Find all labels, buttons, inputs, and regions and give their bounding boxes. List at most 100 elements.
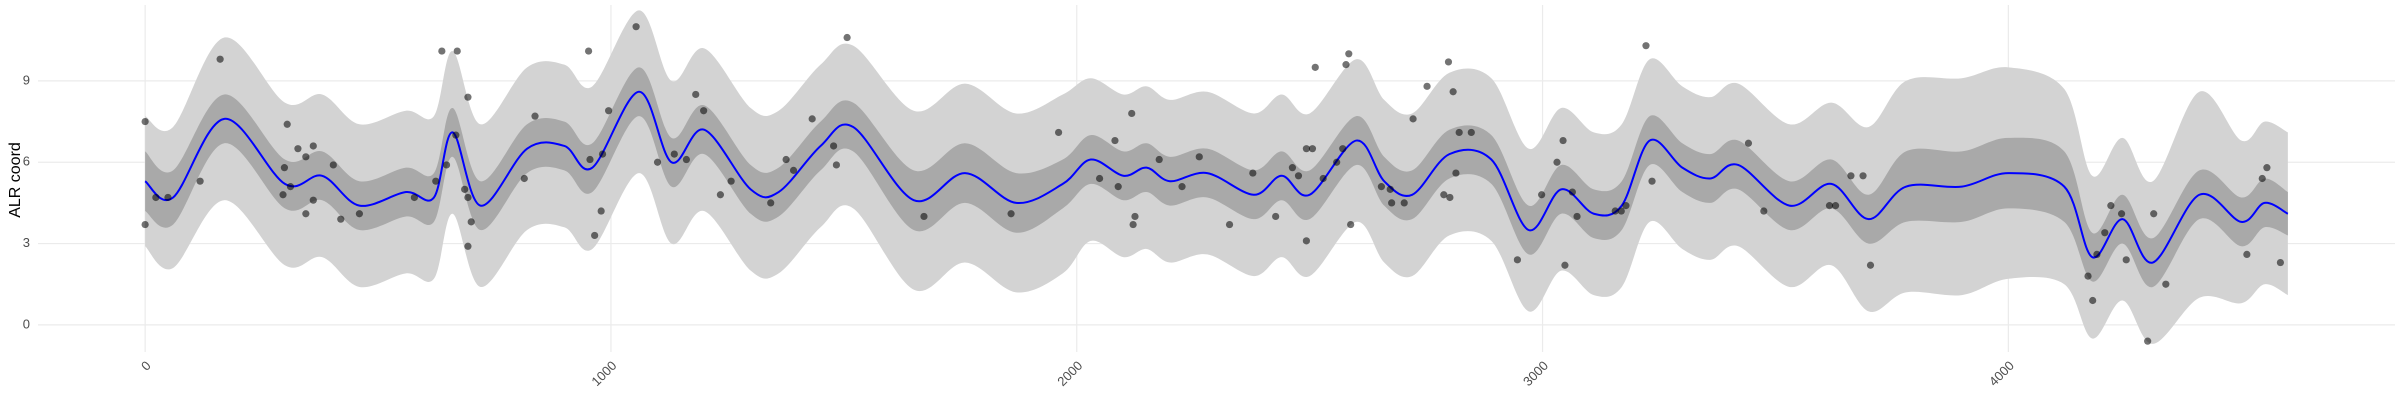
data-point [1866,261,1875,269]
x-tick-label: 4000 [1986,358,2017,389]
data-point [531,112,539,120]
data-point [164,193,172,202]
data-point [1423,82,1431,90]
data-point [432,177,440,185]
data-point [1308,145,1317,153]
data-point [782,155,790,164]
data-point [1449,88,1457,96]
data-point [337,215,345,223]
data-point [1446,193,1454,202]
data-point [1553,158,1561,166]
data-point [586,155,594,164]
data-point [1409,115,1417,123]
data-point [309,196,317,204]
data-point [767,199,775,207]
data-point [2093,250,2101,259]
data-point [1455,128,1463,137]
data-point [1377,183,1385,191]
data-point [682,155,691,164]
data-point [692,90,700,99]
data-point [1294,172,1303,180]
data-point [1339,145,1347,153]
data-point [141,117,149,126]
data-point [1114,183,1122,191]
data-point [520,174,528,183]
data-point [1859,172,1867,180]
data-point [1272,212,1280,221]
data-point [464,193,472,202]
data-point [2089,296,2097,305]
data-point [1760,207,1768,215]
data-point [1825,202,1834,210]
data-point [1319,174,1327,183]
data-point [1847,172,1855,180]
mean-line [144,90,2289,264]
data-point [1617,207,1625,215]
data-point [1178,183,1186,191]
data-point [279,191,287,199]
data-point [1195,153,1203,161]
data-point [1007,210,1015,218]
data-point [452,131,460,139]
data-point [2117,210,2126,218]
data-point [309,142,317,150]
data-point [442,161,451,169]
data-point [1831,202,1840,210]
y-axis-label: ALR coord [7,142,24,218]
data-point [1538,191,1546,199]
data-point [843,33,851,42]
data-point [1642,42,1650,50]
data-point [141,220,149,229]
data-point [2101,229,2109,237]
x-tick-label: 1000 [588,358,619,389]
data-point [302,210,310,218]
data-point [632,23,640,31]
data-point [700,107,708,115]
data-point [1452,169,1460,177]
data-point [1333,158,1341,166]
data-point [591,231,599,240]
data-point [1444,58,1453,66]
data-point [2107,202,2115,210]
data-point [727,177,735,185]
x-tick-label: 2000 [1054,358,1085,389]
data-point [653,158,662,166]
data-point [1131,212,1139,221]
data-point [410,193,418,202]
data-point [467,218,475,226]
data-point [216,55,224,63]
data-point [2150,210,2158,218]
data-point [329,161,337,169]
data-point [1467,128,1475,137]
data-point [2144,337,2152,345]
data-point [832,161,840,169]
data-point [461,185,469,193]
data-point [294,145,302,153]
data-point [1155,155,1163,164]
data-point [1345,50,1353,58]
data-point [2263,164,2271,172]
data-point [1302,237,1311,245]
data-point [1622,202,1630,210]
data-point [2084,272,2092,280]
data-point [283,120,291,128]
data-point [1388,199,1396,207]
data-point [1568,188,1576,196]
data-point [302,153,310,161]
data-point [2162,280,2170,288]
data-point [584,47,593,55]
data-point [1648,177,1656,185]
data-point [1440,191,1448,199]
data-point [2243,250,2251,259]
data-point [830,142,838,150]
y-tick-label: 9 [23,72,30,87]
data-point [438,47,446,55]
data-point [1513,256,1522,264]
data-point [1347,220,1355,229]
data-point [2276,258,2285,267]
data-point [453,47,461,55]
data-point [716,191,725,199]
data-point [605,107,613,115]
y-tick-label: 3 [23,235,30,250]
